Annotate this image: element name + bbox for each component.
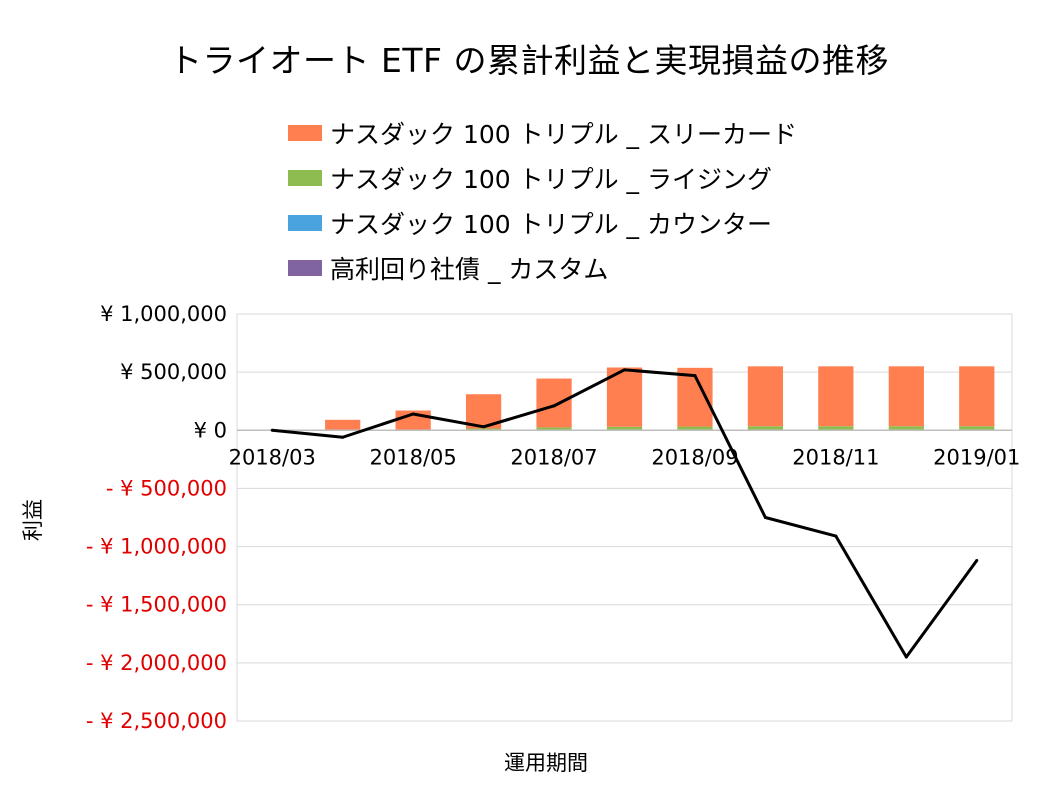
legend-swatch-high-yield <box>288 259 322 276</box>
line-point <box>904 655 908 659</box>
y-tick-label: - ¥ 2,500,000 <box>86 709 227 733</box>
legend-label-three-card: ナスダック 100 トリプル _ スリーカード <box>330 119 798 149</box>
legend-swatch-counter <box>288 214 322 231</box>
line-point <box>975 559 979 563</box>
y-tick-label: ¥ 500,000 <box>120 360 227 384</box>
line-point <box>341 435 345 439</box>
legend-label-counter: ナスダック 100 トリプル _ カウンター <box>330 209 773 239</box>
bar-1-7 <box>747 426 784 431</box>
line-point <box>552 404 556 408</box>
legend-item-counter: ナスダック 100 トリプル _ カウンター <box>288 200 797 245</box>
bar-0-1 <box>325 419 361 431</box>
y-tick-label: - ¥ 1,000,000 <box>86 535 227 559</box>
y-tick-label: ¥ 0 <box>194 418 227 442</box>
legend: ナスダック 100 トリプル _ スリーカード ナスダック 100 トリプル _… <box>288 110 797 290</box>
bar-1-10 <box>959 426 995 431</box>
legend-swatch-rising <box>288 169 322 186</box>
x-tick-label: 2018/05 <box>370 445 457 469</box>
x-axis-title: 運用期間 <box>504 751 588 775</box>
y-axis-title: 利益 <box>21 499 45 541</box>
legend-item-high-yield: 高利回り社債 _ カスタム <box>288 245 797 290</box>
line-point <box>763 516 767 519</box>
bar-1-6 <box>677 426 713 431</box>
line-point <box>270 428 274 432</box>
bar-0-4 <box>536 378 572 428</box>
legend-label-high-yield: 高利回り社債 _ カスタム <box>330 254 609 284</box>
legend-item-rising: ナスダック 100 トリプル _ ライジング <box>288 155 797 200</box>
y-tick-label: - ¥ 1,500,000 <box>86 593 227 617</box>
x-tick-label: 2018/09 <box>651 445 738 469</box>
x-tick-label: 2019/01 <box>933 445 1020 469</box>
y-tick-label: - ¥ 500,000 <box>106 476 227 500</box>
bar-series <box>237 366 1012 432</box>
x-tick-label: 2018/11 <box>792 445 879 469</box>
line-point <box>411 412 415 416</box>
legend-label-rising: ナスダック 100 トリプル _ ライジング <box>330 164 773 194</box>
x-tick-label: 2018/07 <box>510 445 597 469</box>
bar-1-4 <box>536 427 572 431</box>
bar-1-3 <box>465 428 502 431</box>
y-axis-ticks: ¥ 1,000,000 ¥ 500,000 ¥ 0 - ¥ 500,000 - ¥ 1,… <box>86 302 227 733</box>
bar-0-9 <box>888 366 924 427</box>
line-point <box>623 368 626 372</box>
legend-item-three-card: ナスダック 100 トリプル _ スリーカード <box>288 110 797 155</box>
y-tick-label: - ¥ 2,000,000 <box>86 651 227 675</box>
line-point <box>482 425 486 429</box>
bar-1-8 <box>818 426 854 431</box>
line-point <box>693 374 697 378</box>
plot-border <box>236 313 1013 722</box>
chart-title: トライオート ETF の累計利益と実現損益の推移 <box>169 41 889 80</box>
x-axis-ticks: 2018/03 2018/05 2018/07 2018/09 2018/11 2019/… <box>229 445 1021 469</box>
bar-1-5 <box>606 426 643 431</box>
bar-1-9 <box>888 426 924 431</box>
y-tick-label: ¥ 1,000,000 <box>100 302 227 326</box>
legend-swatch-three-card <box>288 124 322 141</box>
bar-0-7 <box>747 366 784 427</box>
x-tick-label: 2018/03 <box>229 445 316 469</box>
bar-0-8 <box>818 366 854 427</box>
line-point <box>834 534 838 538</box>
line-series <box>270 368 979 659</box>
bar-0-10 <box>959 366 995 427</box>
